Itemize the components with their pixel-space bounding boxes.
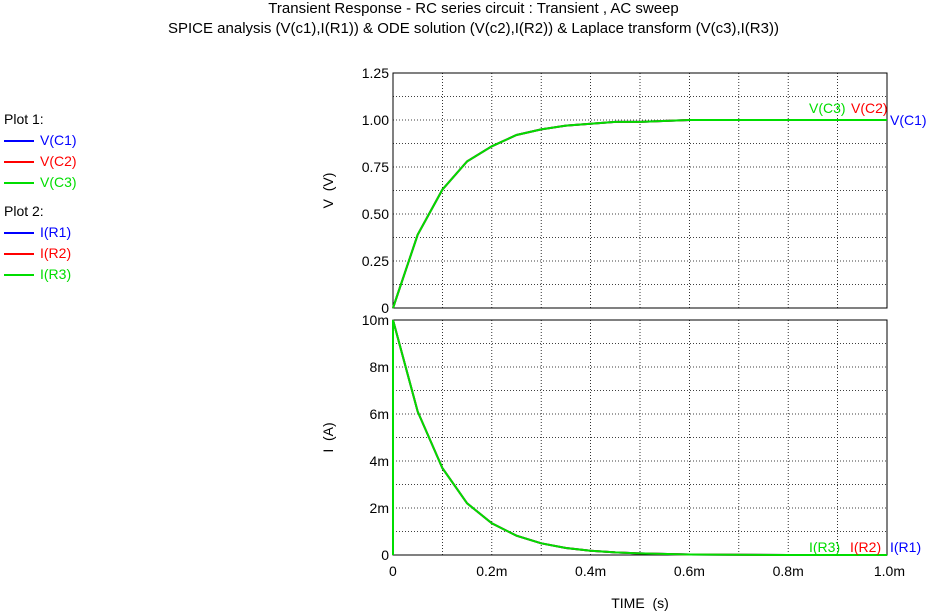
y-tick-label: 0.25 <box>362 253 389 269</box>
x-tick-label: 0 <box>389 563 397 579</box>
y-tick-label: 8m <box>370 359 389 375</box>
legend-swatch <box>4 252 34 255</box>
y-axis-label: I (A) <box>320 422 336 452</box>
y-axis-label: V (V) <box>320 173 336 209</box>
series-end-label: I(R2) <box>850 539 881 555</box>
y-tick-label: 6m <box>370 406 389 422</box>
legend-item-vc2: V(C2) <box>4 151 77 172</box>
legend-item-ir1: I(R1) <box>4 222 71 243</box>
y-tick-label: 1.25 <box>362 65 389 81</box>
series-end-label: I(R1) <box>890 539 921 555</box>
legend-label: V(C3) <box>40 174 77 190</box>
series-line-ir3 <box>392 319 887 556</box>
chart-title: Transient Response - RC series circuit :… <box>268 0 679 17</box>
series-end-label: I(R3) <box>809 539 840 555</box>
x-tick-label: 1.0m <box>874 563 905 579</box>
legend-swatch <box>4 139 34 142</box>
plot-frame <box>392 72 888 309</box>
legend-label: V(C2) <box>40 153 77 169</box>
y-tick-label: 10m <box>362 312 389 328</box>
x-tick-label: 0.4m <box>575 563 606 579</box>
series-end-label: V(C1) <box>890 112 927 128</box>
y-tick-label: 0 <box>381 547 389 563</box>
legend-label: V(C1) <box>40 132 77 148</box>
legend-label: I(R3) <box>40 266 72 282</box>
legend-swatch <box>4 231 34 234</box>
legend-item-vc3: V(C3) <box>4 172 77 193</box>
x-tick-label: 0.2m <box>476 563 507 579</box>
y-tick-label: 1.00 <box>362 112 389 128</box>
legend-plot-1: Plot 1: V(C1) V(C2) V(C3) <box>4 108 77 193</box>
legend-item-ir2: I(R2) <box>4 243 71 264</box>
series-end-label: V(C3) <box>809 100 846 116</box>
series-line-vc3 <box>392 119 887 309</box>
legend-group-title: Plot 1: <box>4 111 44 127</box>
legend-swatch <box>4 273 34 276</box>
legend-item-vc1: V(C1) <box>4 130 77 151</box>
x-tick-label: 0.8m <box>773 563 804 579</box>
y-tick-label: 2m <box>370 500 389 516</box>
legend-swatch <box>4 160 34 163</box>
chart-subtitle: SPICE analysis (V(c1),I(R1)) & ODE solut… <box>168 20 779 37</box>
y-tick-label: 0 <box>381 300 389 316</box>
y-tick-label: 0.75 <box>362 159 389 175</box>
x-axis-label: TIME (s) <box>611 595 669 611</box>
series-end-label: V(C2) <box>851 100 888 116</box>
legend-label: I(R1) <box>40 224 72 240</box>
legend-group-title: Plot 2: <box>4 203 44 219</box>
y-tick-label: 0.50 <box>362 206 389 222</box>
y-tick-label: 4m <box>370 453 389 469</box>
legend-item-ir3: I(R3) <box>4 264 71 285</box>
x-tick-label: 0.6m <box>674 563 705 579</box>
legend-label: I(R2) <box>40 245 72 261</box>
legend-swatch <box>4 181 34 184</box>
legend-plot-2: Plot 2: I(R1) I(R2) I(R3) <box>4 200 71 285</box>
